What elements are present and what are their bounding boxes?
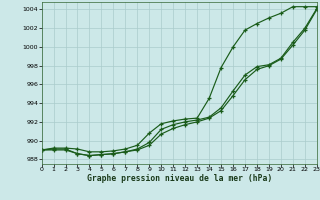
X-axis label: Graphe pression niveau de la mer (hPa): Graphe pression niveau de la mer (hPa) (87, 174, 272, 183)
